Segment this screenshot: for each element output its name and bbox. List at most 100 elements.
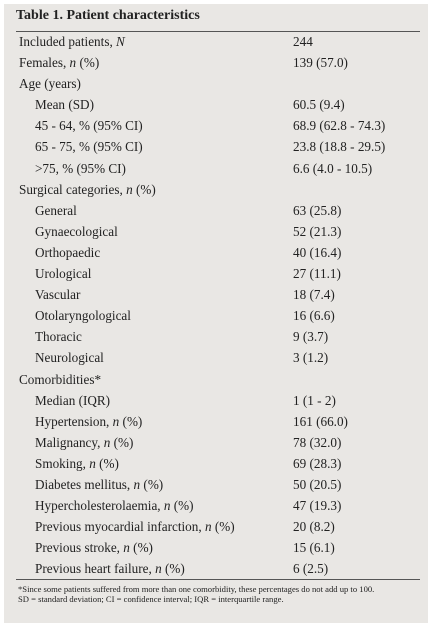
label-part: Previous myocardial infarction,	[35, 519, 205, 535]
label-part: Orthopaedic	[35, 244, 101, 260]
label-part: n	[163, 498, 171, 514]
label-part: Smoking,	[35, 455, 90, 471]
label-part: (%)	[140, 476, 164, 492]
label-part: Vascular	[35, 287, 81, 303]
table-row: Included patients, N 244	[4, 31, 428, 52]
label-part: 65 - 75, % (95% CI)	[35, 139, 143, 155]
row-value: 60.5 (9.4)	[293, 97, 345, 113]
rule	[16, 31, 420, 32]
table-row: Mean (SD) 60.5 (9.4)	[4, 94, 428, 115]
table-row: Females, n (%) 139 (57.0)	[4, 52, 428, 73]
label-part: n	[126, 181, 133, 197]
label-part: Gynaecological	[35, 223, 118, 239]
row-label: Urological	[35, 263, 91, 284]
table-row: Thoracic 9 (3.7)	[4, 326, 428, 347]
label-part: Previous stroke,	[35, 540, 124, 556]
row-value: 68.9 (62.8 - 74.3)	[293, 118, 386, 134]
row-value: 18 (7.4)	[293, 287, 335, 303]
row-label: Age (years)	[19, 73, 81, 94]
label-part: Surgical categories,	[19, 181, 127, 197]
label-part: (%)	[161, 561, 185, 577]
row-label: Hypercholesterolaemia, n (%)	[35, 495, 194, 516]
row-value: 69 (28.3)	[293, 455, 342, 471]
footnote: *Since some patients suffered from more …	[18, 584, 375, 594]
footnotes: *Since some patients suffered from more …	[18, 584, 418, 604]
row-value: 16 (6.6)	[293, 308, 335, 324]
label-part: n	[155, 561, 162, 577]
label-part: (%)	[119, 413, 143, 429]
label-part: General	[35, 202, 77, 218]
table-row: 65 - 75, % (95% CI) 23.8 (18.8 - 29.5)	[4, 136, 428, 157]
row-label: Previous heart failure, n (%)	[35, 558, 185, 579]
table-row: Previous heart failure, n (%) 6 (2.5)	[4, 558, 428, 579]
row-value: 40 (16.4)	[293, 244, 342, 260]
label-part: Otolaryngological	[35, 308, 131, 324]
label-part: Diabetes mellitus,	[35, 476, 134, 492]
row-value: 23.8 (18.8 - 29.5)	[293, 139, 386, 155]
row-value: 27 (11.1)	[293, 266, 341, 282]
table-row: Otolaryngological 16 (6.6)	[4, 305, 428, 326]
label-part: Age (years)	[19, 76, 81, 92]
row-label: >75, % (95% CI)	[35, 158, 126, 179]
row-label: Hypertension, n (%)	[35, 411, 142, 432]
table-row: Vascular 18 (7.4)	[4, 284, 428, 305]
table-title: Table 1. Patient characteristics	[16, 8, 200, 23]
table-card: Table 1. Patient characteristics Include…	[4, 4, 428, 623]
row-label: Surgical categories, n (%)	[19, 179, 156, 200]
label-part: Hypercholesterolaemia,	[35, 498, 164, 514]
label-part: n	[204, 519, 212, 535]
label-part: Hypertension,	[35, 413, 113, 429]
table-row: Median (IQR) 1 (1 - 2)	[4, 390, 428, 411]
row-label: Smoking, n (%)	[35, 453, 119, 474]
row-value: 78 (32.0)	[293, 434, 342, 450]
label-part: Previous heart failure,	[35, 561, 156, 577]
label-part: n	[103, 434, 111, 450]
row-value: 20 (8.2)	[293, 519, 335, 535]
table-row: General 63 (25.8)	[4, 200, 428, 221]
row-value: 1 (1 - 2)	[293, 392, 336, 408]
table-row: Previous stroke, n (%) 15 (6.1)	[4, 537, 428, 558]
table-row: Comorbidities*	[4, 369, 428, 390]
table-row: Hypercholesterolaemia, n (%) 47 (19.3)	[4, 495, 428, 516]
row-label: 45 - 64, % (95% CI)	[35, 115, 143, 136]
row-label: Malignancy, n (%)	[35, 432, 133, 453]
row-value: 63 (25.8)	[293, 202, 342, 218]
row-value: 244	[293, 34, 313, 49]
label-part: Neurological	[35, 350, 104, 366]
row-value: 50 (20.5)	[293, 476, 342, 492]
rule	[16, 579, 420, 580]
label-part: (%)	[110, 434, 134, 450]
table-row: 45 - 64, % (95% CI) 68.9 (62.8 - 74.3)	[4, 115, 428, 136]
label-part: (%)	[76, 55, 100, 71]
row-label: Median (IQR)	[35, 390, 110, 411]
label-part: n	[112, 413, 120, 429]
label-part: Thoracic	[35, 329, 82, 345]
label-part: n	[133, 476, 141, 492]
label-part: n	[69, 55, 77, 71]
row-label: Comorbidities*	[19, 369, 101, 390]
table-row: Previous myocardial infarction, n (%) 20 …	[4, 516, 428, 537]
table-row: Hypertension, n (%) 161 (66.0)	[4, 411, 428, 432]
table-row: Gynaecological 52 (21.3)	[4, 221, 428, 242]
row-label: Thoracic	[35, 326, 82, 347]
table-row: Diabetes mellitus, n (%) 50 (20.5)	[4, 474, 428, 495]
row-label: Previous myocardial infarction, n (%)	[35, 516, 235, 537]
row-value: 139 (57.0)	[293, 55, 348, 71]
row-value: 161 (66.0)	[293, 413, 348, 429]
label-part: (%)	[132, 181, 156, 197]
row-label: Vascular	[35, 284, 80, 305]
label-part: n	[123, 540, 130, 556]
table-row: Smoking, n (%) 69 (28.3)	[4, 453, 428, 474]
row-value: 52 (21.3)	[293, 223, 342, 239]
table-row: Age (years)	[4, 73, 428, 94]
row-label: 65 - 75, % (95% CI)	[35, 136, 143, 157]
row-label: Otolaryngological	[35, 305, 131, 326]
label-part: Females,	[19, 55, 70, 71]
row-label: Previous stroke, n (%)	[35, 537, 153, 558]
label-part: Median (IQR)	[35, 392, 111, 408]
row-label: General	[35, 200, 77, 221]
label-part: Mean (SD)	[35, 97, 94, 113]
row-value: 47 (19.3)	[293, 498, 342, 514]
row-label: Included patients, N	[19, 31, 125, 52]
